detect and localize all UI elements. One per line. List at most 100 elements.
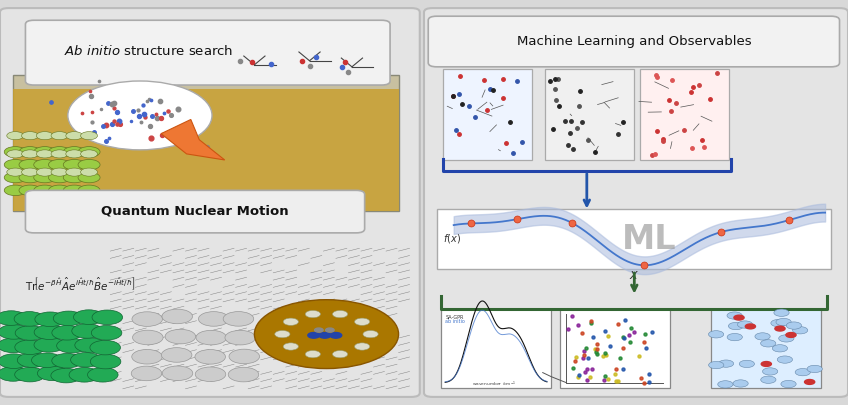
- Circle shape: [36, 132, 53, 140]
- Circle shape: [66, 132, 83, 140]
- FancyBboxPatch shape: [545, 69, 634, 160]
- Circle shape: [74, 310, 104, 324]
- Circle shape: [92, 310, 123, 324]
- Circle shape: [19, 147, 41, 157]
- Circle shape: [90, 340, 120, 355]
- Circle shape: [773, 345, 788, 352]
- Circle shape: [51, 168, 68, 176]
- Circle shape: [776, 318, 791, 326]
- Circle shape: [162, 309, 192, 324]
- Circle shape: [4, 185, 26, 196]
- Circle shape: [19, 172, 41, 183]
- Circle shape: [51, 150, 68, 158]
- Circle shape: [92, 326, 122, 340]
- Circle shape: [161, 347, 192, 362]
- Circle shape: [51, 132, 68, 140]
- Circle shape: [745, 324, 756, 329]
- Circle shape: [52, 354, 82, 368]
- Circle shape: [14, 311, 45, 326]
- Circle shape: [78, 185, 100, 196]
- Circle shape: [709, 361, 724, 369]
- Circle shape: [162, 366, 192, 381]
- Circle shape: [330, 333, 342, 338]
- Circle shape: [781, 380, 796, 388]
- FancyBboxPatch shape: [13, 75, 399, 211]
- FancyBboxPatch shape: [711, 309, 821, 388]
- Circle shape: [7, 132, 24, 140]
- Circle shape: [68, 81, 212, 150]
- Circle shape: [738, 321, 753, 328]
- Circle shape: [223, 311, 254, 326]
- Text: $\mathit{Ab\ initio}$ structure search: $\mathit{Ab\ initio}$ structure search: [64, 45, 233, 58]
- Circle shape: [305, 350, 321, 358]
- Circle shape: [0, 338, 28, 353]
- Circle shape: [52, 326, 82, 340]
- Circle shape: [761, 340, 776, 347]
- Text: Quantum Nuclear Motion: Quantum Nuclear Motion: [101, 205, 289, 218]
- Circle shape: [229, 349, 259, 364]
- Circle shape: [733, 380, 748, 387]
- Circle shape: [254, 300, 399, 369]
- Circle shape: [72, 324, 103, 338]
- FancyBboxPatch shape: [443, 69, 532, 160]
- Circle shape: [78, 160, 100, 170]
- Circle shape: [19, 185, 41, 196]
- Circle shape: [87, 367, 118, 382]
- Circle shape: [34, 160, 56, 170]
- Circle shape: [198, 311, 229, 326]
- Circle shape: [786, 322, 801, 329]
- Circle shape: [48, 185, 70, 196]
- Circle shape: [4, 160, 26, 170]
- Circle shape: [14, 367, 45, 382]
- Circle shape: [305, 311, 321, 318]
- Circle shape: [21, 150, 38, 158]
- Circle shape: [64, 160, 86, 170]
- Circle shape: [81, 150, 98, 158]
- FancyBboxPatch shape: [711, 309, 821, 388]
- Circle shape: [48, 172, 70, 183]
- Circle shape: [36, 168, 53, 176]
- Circle shape: [31, 353, 62, 368]
- FancyBboxPatch shape: [424, 8, 848, 397]
- Circle shape: [762, 368, 778, 375]
- Circle shape: [275, 330, 290, 338]
- Circle shape: [228, 367, 259, 382]
- Circle shape: [34, 338, 64, 352]
- Circle shape: [132, 312, 163, 326]
- Polygon shape: [161, 119, 225, 160]
- Circle shape: [755, 333, 770, 340]
- Circle shape: [728, 322, 744, 330]
- Circle shape: [786, 333, 796, 337]
- Circle shape: [805, 379, 815, 384]
- Circle shape: [69, 367, 99, 382]
- Circle shape: [354, 318, 370, 325]
- Circle shape: [354, 343, 370, 350]
- Circle shape: [57, 339, 87, 353]
- Circle shape: [14, 340, 45, 354]
- Circle shape: [332, 350, 348, 358]
- Text: ML: ML: [622, 223, 676, 256]
- Circle shape: [81, 132, 98, 140]
- Circle shape: [7, 168, 24, 176]
- Circle shape: [225, 330, 255, 345]
- Circle shape: [131, 350, 162, 364]
- Circle shape: [734, 315, 744, 320]
- Circle shape: [762, 362, 772, 367]
- Circle shape: [36, 150, 53, 158]
- Circle shape: [195, 350, 226, 364]
- Circle shape: [761, 376, 776, 384]
- Circle shape: [131, 366, 162, 381]
- Circle shape: [0, 325, 29, 339]
- Circle shape: [196, 330, 226, 345]
- Text: Machine Learning and Observables: Machine Learning and Observables: [517, 35, 751, 48]
- Circle shape: [771, 320, 786, 327]
- Circle shape: [66, 150, 83, 158]
- Circle shape: [4, 172, 26, 183]
- Circle shape: [7, 150, 24, 158]
- Circle shape: [21, 168, 38, 176]
- Circle shape: [64, 147, 86, 157]
- FancyBboxPatch shape: [25, 190, 365, 233]
- Circle shape: [807, 365, 823, 373]
- Circle shape: [66, 168, 83, 176]
- Circle shape: [35, 312, 65, 326]
